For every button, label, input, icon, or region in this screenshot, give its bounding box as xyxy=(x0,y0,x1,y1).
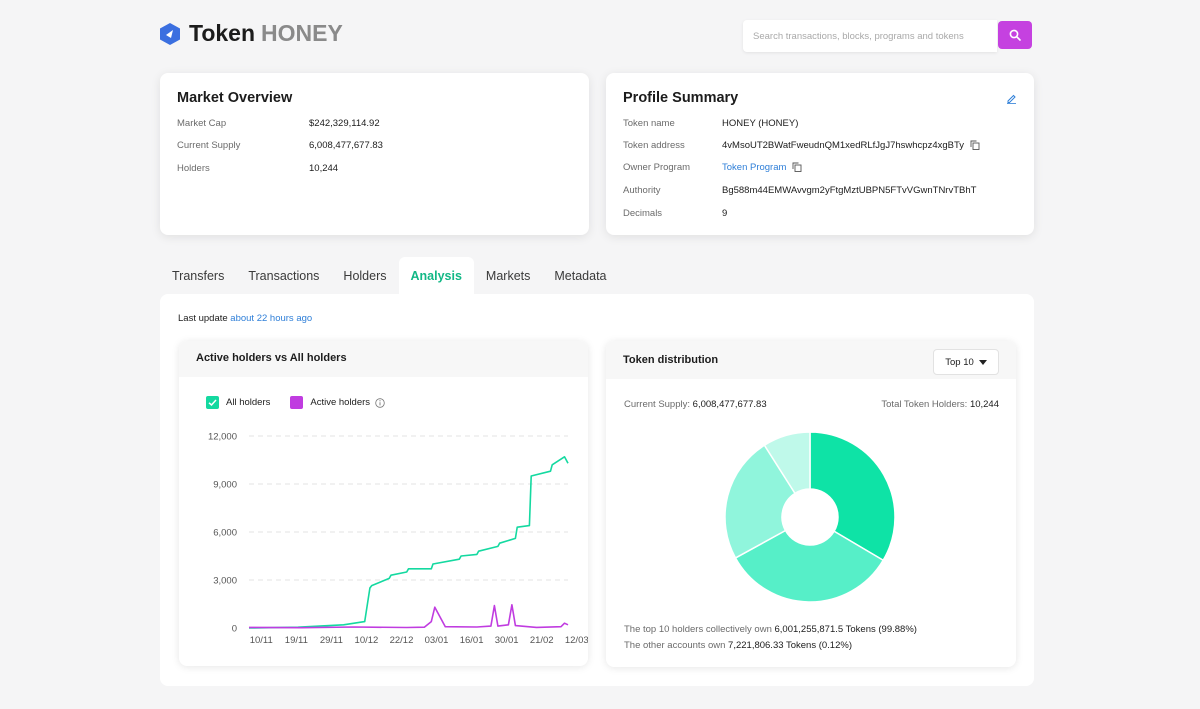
token-name-value: HONEY (HONEY) xyxy=(722,118,799,129)
token-name-label: Token name xyxy=(623,118,675,129)
copy-icon[interactable] xyxy=(792,162,802,173)
tab-metadata[interactable]: Metadata xyxy=(554,269,607,283)
tab-transfers[interactable]: Transfers xyxy=(172,269,225,283)
y-tick-label: 12,000 xyxy=(208,432,237,443)
distribution-card: Token distribution Top 10 Current Supply… xyxy=(606,341,1016,667)
dist-foot1-value: 6,001,255,871.5 Tokens (99.88%) xyxy=(774,624,917,635)
profile-summary-card: Profile Summary Token name HONEY (HONEY)… xyxy=(606,73,1034,235)
dist-holders-value: 10,244 xyxy=(969,399,999,410)
authority-label: Authority xyxy=(623,185,661,196)
x-tick-label: 19/11 xyxy=(285,635,308,646)
checkbox-icon xyxy=(290,396,304,409)
search-box xyxy=(743,20,997,52)
pie-slice[interactable] xyxy=(809,431,896,562)
analysis-panel: Last update about 22 hours ago Active ho… xyxy=(160,294,1034,686)
token-address-wrap: 4vMsoUT2BWatFweudnQM1xedRLfJgJ7hswhcpz4x… xyxy=(722,140,980,151)
top-n-value: Top 10 xyxy=(945,356,974,368)
pie-slice[interactable] xyxy=(724,444,797,559)
holders-chart-card: Active holders vs All holders All holder… xyxy=(179,341,588,666)
market-overview-card: Market Overview Market Cap $242,329,114.… xyxy=(160,73,589,235)
series-line-active-holders xyxy=(248,604,569,629)
token-title: Token HONEY xyxy=(160,20,343,47)
legend-active-holders[interactable]: Active holders xyxy=(290,396,385,409)
dist-supply: Current Supply: 6,008,477,677.83 xyxy=(624,399,767,410)
x-tick-label: 16/01 xyxy=(460,635,484,646)
checkbox-icon xyxy=(206,396,219,409)
dist-supply-label: Current Supply: xyxy=(624,399,691,410)
y-tick-label: 9,000 xyxy=(213,480,237,491)
x-tick-label: 10/12 xyxy=(355,635,379,646)
decimals-label: Decimals xyxy=(623,208,663,219)
search-icon xyxy=(1009,29,1021,41)
tab-transactions[interactable]: Transactions xyxy=(248,269,320,283)
current-supply-value: 6,008,477,677.83 xyxy=(309,140,383,151)
top-n-dropdown[interactable]: Top 10 xyxy=(933,349,999,375)
x-tick-label: 21/02 xyxy=(530,635,554,646)
holders-line-chart: 0 3,000 6,000 9,000 12,000 10/11 19/11 29/11 10/… xyxy=(208,432,588,647)
token-symbol: HONEY xyxy=(261,20,343,46)
market-cap-label: Market Cap xyxy=(177,118,227,129)
last-update: Last update about 22 hours ago xyxy=(178,313,312,324)
legend-active-holders-label: Active holders xyxy=(310,397,371,408)
tab-holders[interactable]: Holders xyxy=(343,269,387,283)
series-line-all-holders xyxy=(248,456,569,629)
tab-analysis[interactable]: Analysis xyxy=(398,257,474,295)
token-address-label: Token address xyxy=(623,140,685,151)
search-button[interactable] xyxy=(998,21,1032,49)
x-tick-label: 12/03 xyxy=(565,635,588,646)
distribution-title: Token distribution xyxy=(623,354,719,366)
x-tick-label: 10/11 xyxy=(250,635,273,646)
holders-chart-legend: All holders Active holders xyxy=(206,396,385,409)
dist-holders-label: Total Token Holders: xyxy=(881,399,968,410)
holders-label: Holders xyxy=(177,163,210,174)
profile-summary-title: Profile Summary xyxy=(623,90,739,106)
legend-all-holders[interactable]: All holders xyxy=(206,396,270,409)
y-tick-label: 6,000 xyxy=(213,528,237,539)
dist-foot1-prefix: The top 10 holders collectively own xyxy=(624,624,772,635)
holders-chart-header: Active holders vs All holders xyxy=(179,341,588,377)
tab-markets[interactable]: Markets xyxy=(485,269,531,283)
legend-all-holders-label: All holders xyxy=(226,397,271,408)
y-tick-label: 3,000 xyxy=(213,576,237,587)
x-tick-label: 22/12 xyxy=(390,635,414,646)
market-cap-value: $242,329,114.92 xyxy=(309,118,380,129)
info-icon[interactable] xyxy=(375,397,385,408)
x-tick-label: 29/11 xyxy=(320,635,343,646)
dist-holders: Total Token Holders: 10,244 xyxy=(881,399,999,410)
decimals-value: 9 xyxy=(722,208,728,219)
holders-value: 10,244 xyxy=(309,163,339,174)
last-update-label: Last update xyxy=(178,313,228,324)
distribution-donut-chart xyxy=(724,431,896,603)
dist-footnote-other: The other accounts own 7,221,806.33 Toke… xyxy=(624,640,852,651)
market-overview-title: Market Overview xyxy=(177,90,293,106)
dist-supply-value: 6,008,477,677.83 xyxy=(692,399,767,410)
copy-icon[interactable] xyxy=(970,140,980,151)
x-tick-label: 30/01 xyxy=(495,635,519,646)
dist-footnote-top: The top 10 holders collectively own 6,00… xyxy=(624,624,917,635)
token-logo-icon xyxy=(160,22,180,45)
authority-link[interactable]: Bg588m44EMWAvvgm2yFtgMztUBPN5FTvVGwnTNrv… xyxy=(722,185,977,196)
token-address-value[interactable]: 4vMsoUT2BWatFweudnQM1xedRLfJgJ7hswhcpz4x… xyxy=(722,140,964,151)
owner-program-link[interactable]: Token Program xyxy=(722,162,787,173)
caret-down-icon xyxy=(978,359,987,365)
pie-slice[interactable] xyxy=(734,529,885,603)
current-supply-label: Current Supply xyxy=(177,140,241,151)
search-input[interactable] xyxy=(753,30,997,42)
tab-bar: Transfers Transactions Holders Analysis … xyxy=(160,257,619,295)
owner-program-wrap: Token Program xyxy=(722,162,802,173)
page-header: Token HONEY xyxy=(160,18,1032,52)
last-update-value[interactable]: about 22 hours ago xyxy=(230,313,313,324)
holders-chart-title: Active holders vs All holders xyxy=(196,352,347,364)
y-tick-label: 0 xyxy=(232,624,237,635)
dist-foot2-prefix: The other accounts own xyxy=(624,640,726,651)
dist-foot2-value: 7,221,806.33 Tokens (0.12%) xyxy=(728,640,852,651)
edit-icon[interactable] xyxy=(1006,93,1017,104)
page-title: Token xyxy=(189,20,256,46)
pie-slice[interactable] xyxy=(763,431,811,495)
x-tick-label: 03/01 xyxy=(425,635,449,646)
owner-program-label: Owner Program xyxy=(623,162,691,173)
